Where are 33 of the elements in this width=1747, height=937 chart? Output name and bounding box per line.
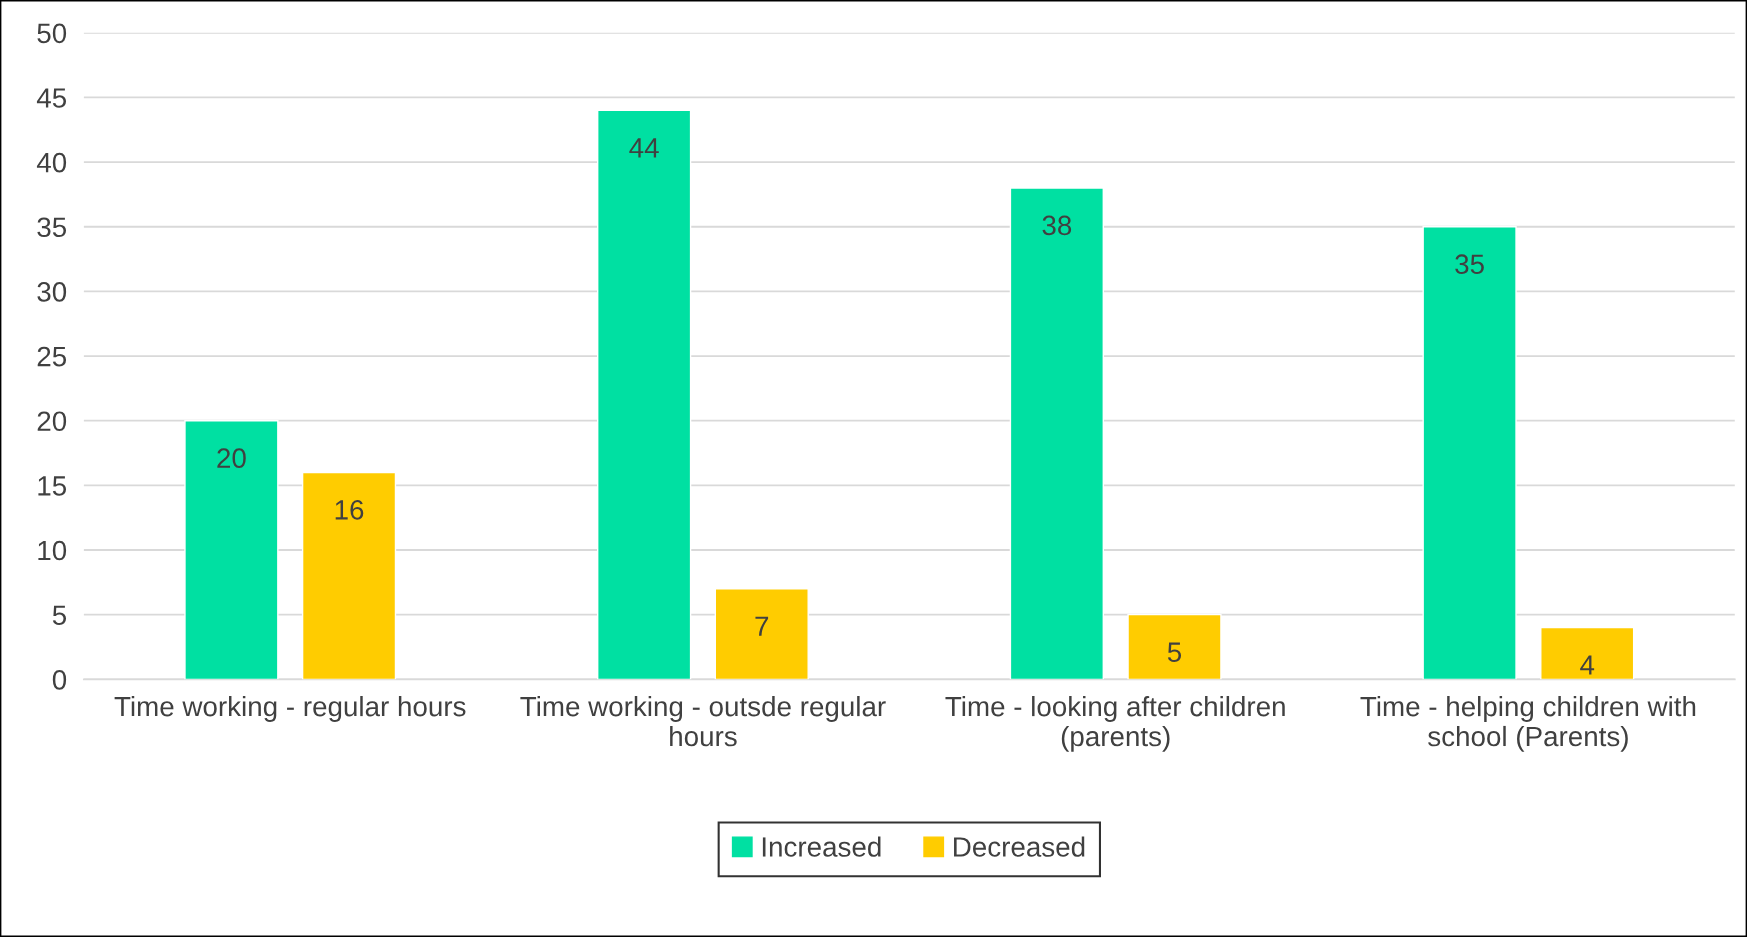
y-tick-label: 45	[36, 88, 67, 108]
x-tick-label: Time working - regular hours	[114, 695, 466, 722]
bar	[1422, 226, 1517, 680]
legend-label: Increased	[762, 836, 881, 857]
y-tick-label: 50	[37, 23, 67, 44]
bar	[301, 471, 397, 680]
data-label: 4	[1580, 655, 1595, 675]
x-tick-label: Time working - outsde regular hours	[520, 695, 886, 747]
data-label: 44	[629, 138, 659, 158]
bar	[1127, 613, 1222, 680]
data-label: 35	[1455, 254, 1484, 275]
bar	[184, 420, 279, 680]
x-tick-label: Time - helping children with school (Parents)	[1360, 695, 1696, 752]
data-label: 7	[755, 616, 769, 636]
bar	[1540, 626, 1635, 680]
y-tick-label: 0	[52, 669, 67, 690]
bar	[714, 588, 809, 680]
y-tick-label: 40	[36, 152, 67, 173]
data-label: 16	[335, 500, 364, 520]
y-tick-label: 10	[38, 540, 67, 561]
legend-label: Decreased	[954, 836, 1085, 857]
data-label: 5	[1167, 642, 1182, 662]
y-tick-label: 30	[37, 282, 67, 302]
y-tick-label: 25	[37, 346, 67, 367]
data-label: 38	[1042, 215, 1072, 236]
y-tick-label: 5	[52, 605, 67, 626]
bar	[597, 109, 692, 680]
bar	[1009, 187, 1104, 680]
x-tick-label: Time - looking after children (parents)	[945, 695, 1285, 752]
y-tick-label: 20	[37, 411, 67, 432]
y-tick-label: 15	[38, 476, 67, 496]
data-label: 20	[217, 448, 246, 468]
y-tick-label: 35	[37, 217, 67, 238]
